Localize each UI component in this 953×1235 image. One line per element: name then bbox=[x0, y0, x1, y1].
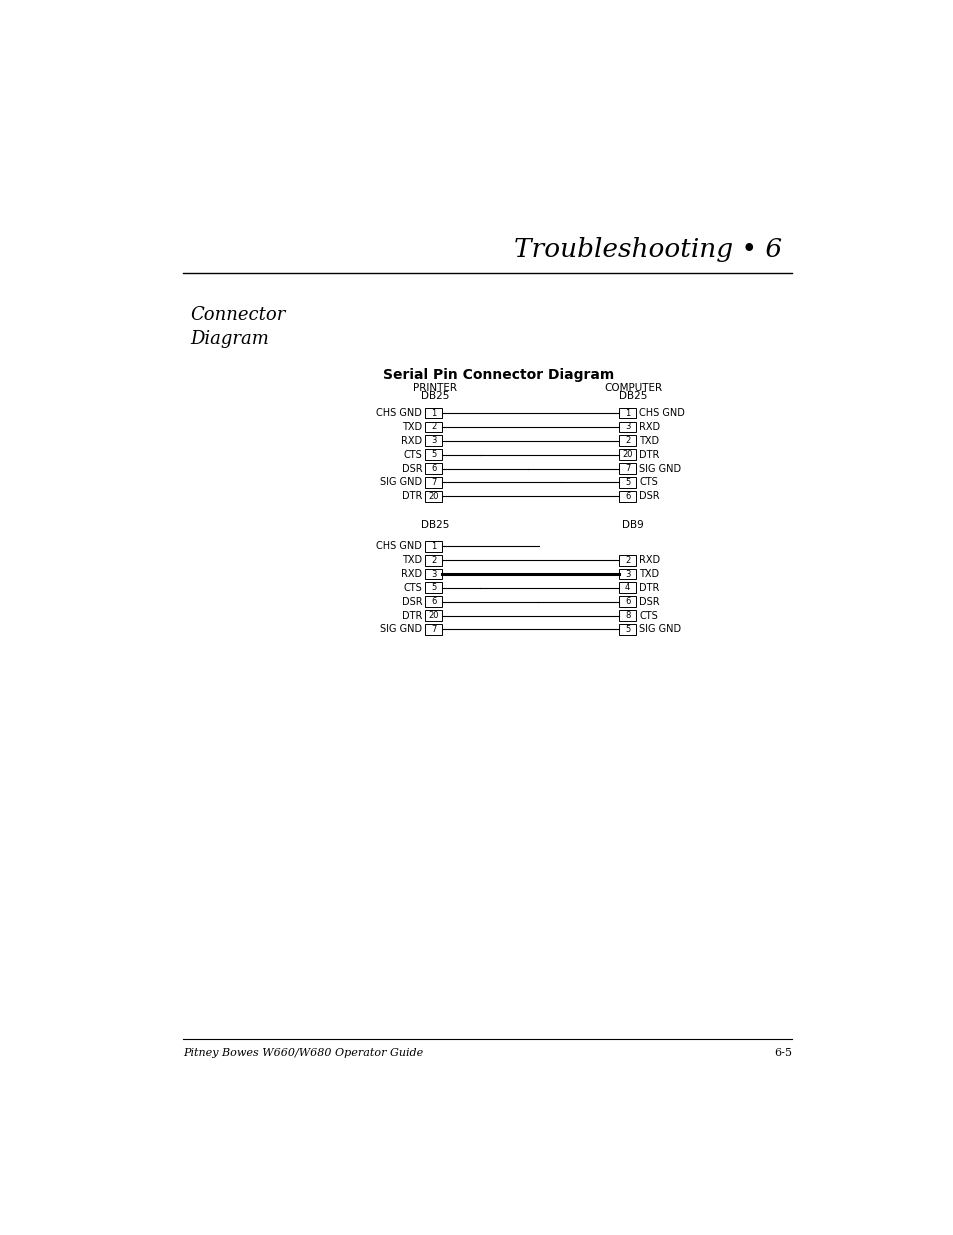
Text: 7: 7 bbox=[624, 464, 630, 473]
Text: 2: 2 bbox=[624, 436, 630, 446]
Bar bbox=[425, 610, 442, 621]
Text: 6-5: 6-5 bbox=[773, 1047, 791, 1057]
Bar bbox=[425, 463, 442, 474]
Text: DTR: DTR bbox=[401, 610, 422, 621]
Text: 2: 2 bbox=[624, 556, 630, 564]
Text: 20: 20 bbox=[428, 492, 438, 500]
Text: Pitney Bowes W660/W680 Operator Guide: Pitney Bowes W660/W680 Operator Guide bbox=[183, 1047, 422, 1057]
Bar bbox=[425, 436, 442, 446]
Text: RXD: RXD bbox=[400, 436, 422, 446]
Text: 3: 3 bbox=[431, 436, 436, 446]
Text: 3: 3 bbox=[431, 569, 436, 578]
Text: DSR: DSR bbox=[401, 597, 422, 606]
Text: DSR: DSR bbox=[639, 492, 659, 501]
Text: 6: 6 bbox=[431, 464, 436, 473]
Bar bbox=[618, 408, 636, 419]
Text: 5: 5 bbox=[624, 625, 630, 634]
Text: 8: 8 bbox=[624, 611, 630, 620]
Bar bbox=[618, 436, 636, 446]
Bar bbox=[425, 568, 442, 579]
Bar bbox=[425, 583, 442, 593]
Text: DB25: DB25 bbox=[421, 390, 449, 401]
Bar bbox=[618, 450, 636, 461]
Bar bbox=[618, 463, 636, 474]
Text: RXD: RXD bbox=[400, 569, 422, 579]
Bar bbox=[425, 555, 442, 566]
Text: DSR: DSR bbox=[639, 597, 659, 606]
Text: 1: 1 bbox=[431, 409, 436, 417]
Text: SIG GND: SIG GND bbox=[639, 463, 680, 473]
Text: RXD: RXD bbox=[639, 556, 659, 566]
Bar bbox=[425, 477, 442, 488]
Text: 5: 5 bbox=[431, 583, 436, 593]
Text: Troubleshooting • 6: Troubleshooting • 6 bbox=[514, 237, 781, 262]
Text: SIG GND: SIG GND bbox=[379, 625, 422, 635]
Text: DTR: DTR bbox=[639, 450, 659, 459]
Bar bbox=[618, 583, 636, 593]
Text: 6: 6 bbox=[624, 598, 630, 606]
Text: TXD: TXD bbox=[402, 422, 422, 432]
Bar bbox=[618, 490, 636, 501]
Text: CTS: CTS bbox=[403, 583, 422, 593]
Text: DB9: DB9 bbox=[621, 520, 643, 530]
Text: 1: 1 bbox=[431, 542, 436, 551]
Text: 5: 5 bbox=[624, 478, 630, 487]
Bar bbox=[618, 610, 636, 621]
Text: 5: 5 bbox=[431, 451, 436, 459]
Text: 3: 3 bbox=[624, 422, 630, 431]
Text: 6: 6 bbox=[431, 598, 436, 606]
Bar bbox=[425, 450, 442, 461]
Text: CTS: CTS bbox=[639, 610, 658, 621]
Bar bbox=[425, 421, 442, 432]
Text: 7: 7 bbox=[431, 478, 436, 487]
Bar bbox=[618, 568, 636, 579]
Text: DTR: DTR bbox=[639, 583, 659, 593]
Text: DSR: DSR bbox=[401, 463, 422, 473]
Text: CHS GND: CHS GND bbox=[376, 541, 422, 551]
Text: 2: 2 bbox=[431, 422, 436, 431]
Bar bbox=[618, 477, 636, 488]
Text: CHS GND: CHS GND bbox=[376, 408, 422, 419]
Text: TXD: TXD bbox=[639, 436, 659, 446]
Bar bbox=[425, 541, 442, 552]
Bar bbox=[618, 624, 636, 635]
Text: 6: 6 bbox=[624, 492, 630, 500]
Text: CTS: CTS bbox=[639, 478, 658, 488]
Text: 20: 20 bbox=[621, 451, 632, 459]
Text: 4: 4 bbox=[624, 583, 630, 593]
Text: 3: 3 bbox=[624, 569, 630, 578]
Bar bbox=[618, 421, 636, 432]
Text: 20: 20 bbox=[428, 611, 438, 620]
Text: 7: 7 bbox=[431, 625, 436, 634]
Text: CTS: CTS bbox=[403, 450, 422, 459]
Text: DTR: DTR bbox=[401, 492, 422, 501]
Text: 1: 1 bbox=[624, 409, 630, 417]
Text: SIG GND: SIG GND bbox=[379, 478, 422, 488]
Bar bbox=[425, 597, 442, 608]
Text: RXD: RXD bbox=[639, 422, 659, 432]
Text: 2: 2 bbox=[431, 556, 436, 564]
Bar bbox=[618, 555, 636, 566]
Bar bbox=[618, 597, 636, 608]
Text: DB25: DB25 bbox=[618, 390, 646, 401]
Text: SIG GND: SIG GND bbox=[639, 625, 680, 635]
Text: COMPUTER: COMPUTER bbox=[603, 383, 661, 393]
Text: Connector
Diagram: Connector Diagram bbox=[191, 306, 286, 347]
Text: TXD: TXD bbox=[639, 569, 659, 579]
Text: Serial Pin Connector Diagram: Serial Pin Connector Diagram bbox=[383, 368, 614, 382]
Text: PRINTER: PRINTER bbox=[413, 383, 457, 393]
Bar bbox=[425, 490, 442, 501]
Text: DB25: DB25 bbox=[421, 520, 449, 530]
Text: TXD: TXD bbox=[402, 556, 422, 566]
Text: CHS GND: CHS GND bbox=[639, 408, 684, 419]
Bar bbox=[425, 408, 442, 419]
Bar bbox=[425, 624, 442, 635]
